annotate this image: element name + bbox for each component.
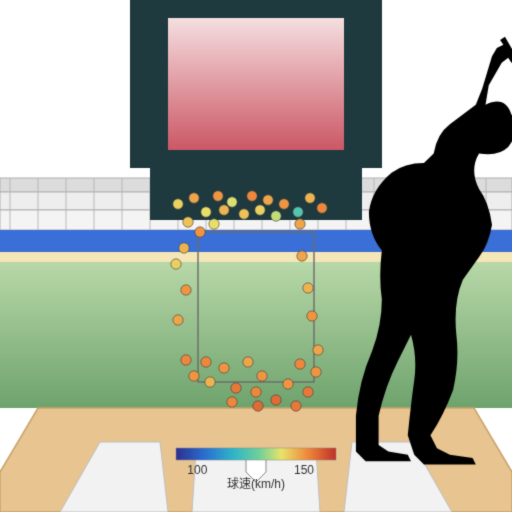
pitch-location-chart bbox=[0, 0, 512, 512]
